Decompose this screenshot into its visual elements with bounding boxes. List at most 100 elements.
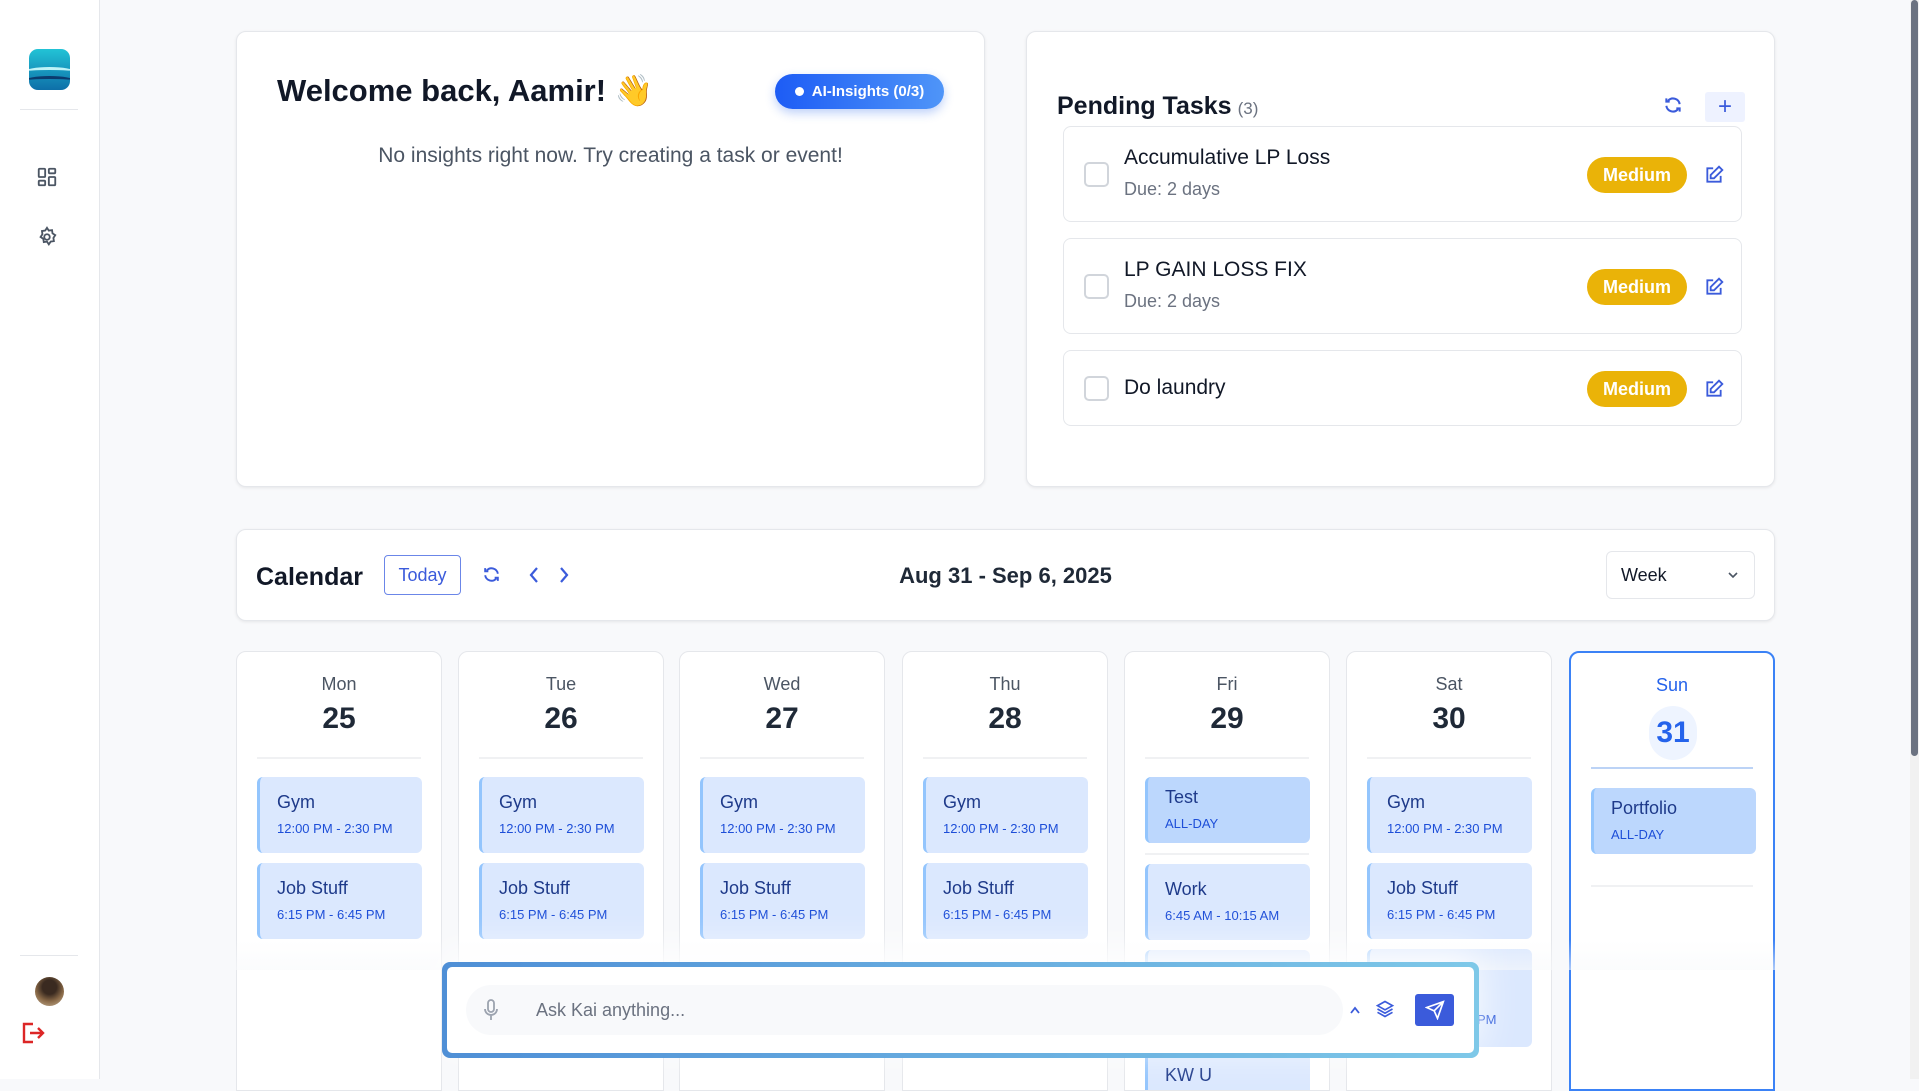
day-number: 27 xyxy=(765,702,799,735)
app-logo[interactable] xyxy=(29,49,70,90)
event-name: Portfolio xyxy=(1611,798,1678,818)
calendar-event[interactable]: Gym 12:00 PM - 2:30 PM xyxy=(1367,777,1532,853)
chevron-down-icon xyxy=(1728,572,1738,579)
status-dot-icon xyxy=(794,87,804,96)
event-time: 12:00 PM - 2:30 PM xyxy=(943,821,1059,836)
edit-task-icon[interactable] xyxy=(1704,277,1724,297)
logout-icon[interactable] xyxy=(21,1022,45,1044)
event-time: 6:15 PM - 6:45 PM xyxy=(943,907,1052,922)
day-number: 25 xyxy=(322,702,356,735)
settings-gear-icon[interactable] xyxy=(36,226,58,248)
add-task-button[interactable]: + xyxy=(1705,92,1745,122)
calendar-event[interactable]: Gym 12:00 PM - 2:30 PM xyxy=(479,777,644,853)
layers-icon[interactable] xyxy=(1375,999,1395,1019)
date-range: Aug 31 - Sep 6, 2025 xyxy=(899,563,1112,588)
welcome-title: Welcome back, Aamir! 👋 xyxy=(277,73,654,108)
task-due: Due: 2 days xyxy=(1124,291,1221,311)
calendar-title: Calendar xyxy=(256,563,363,591)
day-name: Sat xyxy=(1435,674,1463,694)
previous-week-icon[interactable] xyxy=(526,565,542,585)
event-name: Work xyxy=(1165,879,1207,899)
task-title: LP GAIN LOSS FIX xyxy=(1124,258,1307,281)
event-time: PM xyxy=(1477,1012,1497,1027)
today-button[interactable]: Today xyxy=(384,555,461,595)
calendar-event[interactable]: Job Stuff 6:15 PM - 6:45 PM xyxy=(1367,863,1532,939)
calendar-event[interactable]: Gym 12:00 PM - 2:30 PM xyxy=(257,777,422,853)
divider xyxy=(479,757,643,759)
send-button[interactable] xyxy=(1415,994,1454,1026)
task-count: (3) xyxy=(1237,99,1259,118)
day-number: 26 xyxy=(544,702,578,735)
divider xyxy=(257,757,421,759)
calendar-header: Calendar Today Aug 31 - Sep 6, 2025 Week xyxy=(236,529,1775,621)
day-name: Fri xyxy=(1216,674,1238,694)
pending-tasks-title: Pending Tasks (3) xyxy=(1057,92,1259,120)
divider xyxy=(923,757,1087,759)
edit-task-icon[interactable] xyxy=(1704,379,1724,399)
event-name: Gym xyxy=(499,792,537,812)
priority-badge: Medium xyxy=(1587,269,1687,305)
event-name: Gym xyxy=(943,792,981,812)
ask-kai-chat-bar xyxy=(442,962,1479,1058)
event-time: 12:00 PM - 2:30 PM xyxy=(720,821,836,836)
event-time: 6:15 PM - 6:45 PM xyxy=(499,907,608,922)
refresh-calendar-icon[interactable] xyxy=(482,565,501,584)
task-due: Due: 2 days xyxy=(1124,179,1221,199)
divider xyxy=(1591,885,1753,887)
event-name: Job Stuff xyxy=(1387,878,1458,898)
event-name: Job Stuff xyxy=(277,878,348,898)
refresh-tasks-icon[interactable] xyxy=(1663,95,1683,115)
waving-hand-icon: 👋 xyxy=(614,73,654,108)
calendar-event[interactable]: Job Stuff 6:15 PM - 6:45 PM xyxy=(257,863,422,939)
event-time: 12:00 PM - 2:30 PM xyxy=(277,821,393,836)
chat-input-container xyxy=(466,985,1343,1035)
calendar-event[interactable]: Job Stuff 6:15 PM - 6:45 PM xyxy=(479,863,644,939)
scrollbar-thumb[interactable] xyxy=(1911,0,1918,756)
task-title: Accumulative LP Loss xyxy=(1124,146,1331,169)
microphone-icon[interactable] xyxy=(483,998,499,1022)
dashboard-icon[interactable] xyxy=(36,166,58,188)
task-item: Accumulative LP Loss Due: 2 days Medium xyxy=(1063,126,1742,222)
calendar-event[interactable]: Job Stuff 6:15 PM - 6:45 PM xyxy=(700,863,865,939)
priority-badge: Medium xyxy=(1587,157,1687,193)
ai-insights-button[interactable]: AI-Insights (0/3) xyxy=(775,74,944,109)
empty-insights-message: No insights right now. Try creating a ta… xyxy=(378,144,843,167)
event-time: ALL-DAY xyxy=(1165,816,1219,831)
task-checkbox[interactable] xyxy=(1084,376,1109,401)
view-select[interactable]: Week xyxy=(1606,551,1755,599)
edit-task-icon[interactable] xyxy=(1704,165,1724,185)
task-checkbox[interactable] xyxy=(1084,162,1109,187)
day-name: Mon xyxy=(321,674,357,694)
chevron-up-icon[interactable] xyxy=(1348,1004,1362,1016)
calendar-event[interactable]: Test ALL-DAY xyxy=(1145,777,1310,843)
task-item: Do laundry Medium xyxy=(1063,350,1742,426)
divider xyxy=(700,757,864,759)
divider xyxy=(20,955,78,956)
event-time: 6:45 AM - 10:15 AM xyxy=(1165,908,1280,923)
welcome-card: Welcome back, Aamir! 👋 AI-Insights (0/3)… xyxy=(236,31,985,487)
divider xyxy=(1145,853,1309,855)
event-name: KW U xyxy=(1165,1065,1212,1085)
calendar-event[interactable]: Job Stuff 6:15 PM - 6:45 PM xyxy=(923,863,1088,939)
divider xyxy=(1591,767,1753,769)
calendar-event[interactable]: Gym 12:00 PM - 2:30 PM xyxy=(700,777,865,853)
day-name: Sun xyxy=(1655,675,1689,695)
ai-insights-label: AI-Insights (0/3) xyxy=(811,83,925,100)
user-avatar[interactable] xyxy=(35,977,64,1006)
day-name: Tue xyxy=(545,674,577,694)
event-name: Test xyxy=(1165,787,1199,807)
priority-badge: Medium xyxy=(1587,371,1687,407)
event-time: 12:00 PM - 2:30 PM xyxy=(1387,821,1503,836)
divider xyxy=(1367,757,1531,759)
calendar-event[interactable]: Work 6:45 AM - 10:15 AM xyxy=(1145,864,1310,940)
calendar-event[interactable]: Gym 12:00 PM - 2:30 PM xyxy=(923,777,1088,853)
event-time: 6:15 PM - 6:45 PM xyxy=(277,907,386,922)
event-name: Gym xyxy=(277,792,315,812)
event-name: Job Stuff xyxy=(943,878,1014,898)
next-week-icon[interactable] xyxy=(556,565,572,585)
task-checkbox[interactable] xyxy=(1084,274,1109,299)
event-name: Gym xyxy=(1387,792,1425,812)
day-column-mon: Mon 25 Gym 12:00 PM - 2:30 PM Job Stuff … xyxy=(236,651,442,1091)
calendar-event[interactable]: Portfolio ALL-DAY xyxy=(1591,788,1756,854)
chat-input[interactable] xyxy=(536,985,1316,1035)
